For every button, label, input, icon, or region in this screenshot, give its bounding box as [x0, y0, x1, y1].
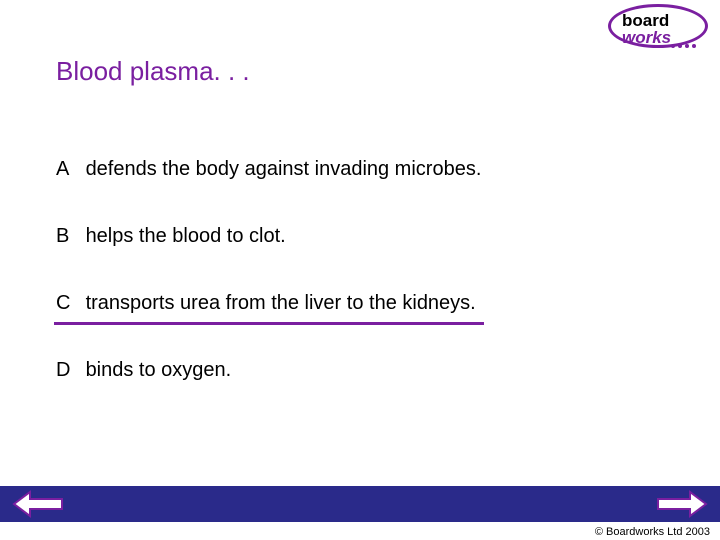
- answer-options: A defends the body against invading micr…: [56, 158, 656, 426]
- prev-arrow-icon[interactable]: [12, 489, 64, 519]
- brand-logo: board works: [608, 4, 708, 52]
- option-letter: C: [56, 292, 80, 315]
- option-b[interactable]: B helps the blood to clot.: [56, 225, 656, 248]
- option-text: binds to oxygen.: [86, 359, 232, 381]
- option-letter: D: [56, 359, 80, 382]
- option-a[interactable]: A defends the body against invading micr…: [56, 158, 656, 181]
- option-letter: A: [56, 158, 80, 181]
- option-d[interactable]: D binds to oxygen.: [56, 359, 656, 382]
- option-c[interactable]: C transports urea from the liver to the …: [56, 292, 656, 315]
- copyright-footer: © Boardworks Ltd 2003: [593, 526, 712, 538]
- option-letter: B: [56, 225, 80, 248]
- bottom-bar: [0, 486, 720, 522]
- option-text: transports urea from the liver to the ki…: [86, 292, 476, 314]
- logo-dots: [671, 44, 696, 48]
- next-arrow-icon[interactable]: [656, 489, 708, 519]
- logo-part2: works: [622, 28, 671, 47]
- option-text: defends the body against invading microb…: [86, 158, 482, 180]
- logo-text: board works: [622, 12, 671, 46]
- question-title: Blood plasma. . .: [56, 56, 250, 87]
- option-text: helps the blood to clot.: [86, 225, 286, 247]
- selected-underline: [54, 322, 484, 325]
